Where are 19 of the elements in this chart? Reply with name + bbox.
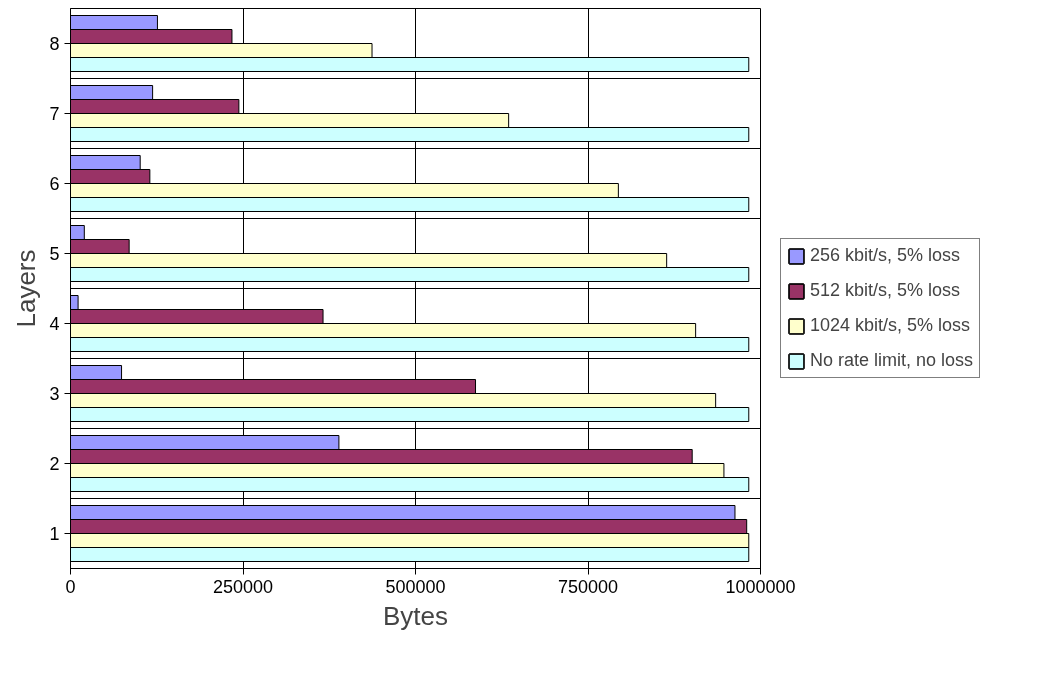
y-tick-label: 3 (49, 384, 60, 404)
x-tick-label: 1000000 (725, 576, 796, 597)
x-tick-label: 0 (65, 576, 76, 597)
y-tick-label: 4 (49, 314, 60, 334)
y-tick-label: 6 (49, 174, 60, 194)
y-tick-label: 1 (49, 524, 60, 544)
y-tick-label: 5 (49, 244, 60, 264)
y-tick-label: 8 (49, 34, 60, 54)
x-tick-label: 750000 (557, 576, 619, 597)
legend-label: 1024 kbit/s, 5% loss (810, 315, 971, 336)
x-tick-label: 500000 (385, 576, 446, 597)
legend-label: 256 kbit/s, 5% loss (810, 245, 961, 266)
legend-label: No rate limit, no loss (810, 350, 974, 371)
y-axis-title: Layers (11, 249, 42, 328)
y-tick-label: 2 (49, 454, 60, 474)
x-axis-title: Bytes (382, 600, 449, 631)
legend-label: 512 kbit/s, 5% loss (810, 280, 961, 301)
y-tick-label: 7 (49, 104, 60, 124)
x-tick-label: 250000 (212, 576, 274, 597)
